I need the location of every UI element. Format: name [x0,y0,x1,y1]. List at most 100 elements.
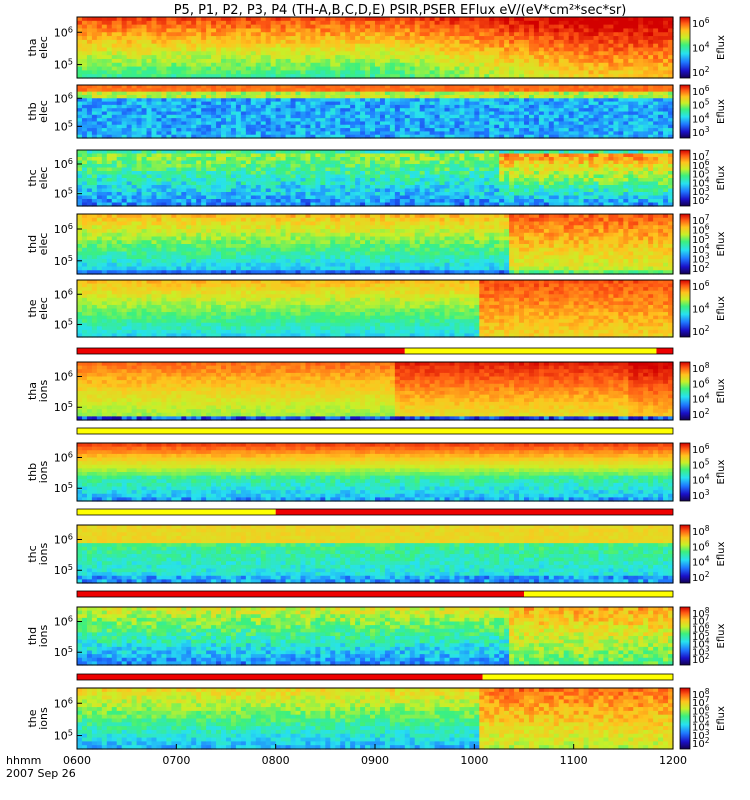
heatmap-cell [280,51,287,56]
heatmap-cell [206,62,212,68]
heatmap-cell [211,178,217,183]
heatmap-cell [494,43,500,49]
heatmap-cell [533,108,540,113]
heatmap-cell [240,47,247,52]
heatmap-cell [230,62,237,68]
heatmap-cell [563,108,570,113]
heatmap-cell [305,62,312,68]
heatmap-cell [255,185,262,190]
heatmap-cell [469,47,475,52]
heatmap-cell [628,51,634,56]
heatmap-cell [270,20,277,26]
heatmap-cell [146,85,153,89]
heatmap-cell [260,202,267,207]
heatmap-cell [608,32,614,37]
heatmap-cell [131,167,138,172]
heatmap-cell [643,85,649,89]
heatmap-cell [86,121,93,126]
heatmap-cell [235,43,242,49]
heatmap-cell [404,74,411,79]
heatmap-cell [91,195,98,200]
heatmap-cell [633,111,639,116]
heatmap-cell [419,167,426,172]
heatmap-cell [528,91,535,96]
heatmap-cell [270,174,277,179]
heatmap-cell [583,118,590,123]
heatmap-cell [146,24,153,30]
heatmap-cell [414,121,421,126]
heatmap-cell [196,58,202,64]
heatmap-cell [583,88,590,93]
heatmap-cell [201,134,207,139]
heatmap-cell [553,98,560,103]
heatmap-cell [399,94,406,99]
heatmap-cell [365,157,371,162]
heatmap-cell [568,32,575,37]
heatmap-cell [573,32,580,37]
heatmap-cell [558,28,565,33]
heatmap-cell [509,85,515,89]
heatmap-cell [131,66,138,71]
heatmap-cell [151,128,158,132]
heatmap-cell [211,124,217,129]
heatmap-cell [533,36,540,41]
heatmap-cell [181,181,187,186]
heatmap-cell [166,134,172,139]
heatmap-cell [360,188,366,193]
heatmap-cell [568,121,575,126]
heatmap-cell [499,58,505,64]
heatmap-cell [389,36,396,41]
heatmap-cell [171,62,177,68]
heatmap-cell [375,202,381,207]
heatmap-cell [345,66,351,71]
heatmap-cell [270,51,277,56]
heatmap-cell [474,66,480,71]
heatmap-cell [136,85,143,89]
heatmap-cell [77,202,83,207]
heatmap-cell [290,17,297,22]
heatmap-cell [196,101,202,106]
heatmap-cell [196,153,202,158]
heatmap-cell [141,70,148,75]
colorbar-tick-label: 106 [692,84,710,98]
heatmap-cell [320,39,326,45]
heatmap-cell [300,188,307,193]
heatmap-cell [623,20,629,26]
heatmap-cell [399,85,406,89]
heatmap-cell [340,124,346,129]
heatmap-cell [384,62,391,68]
heatmap-cell [221,192,227,197]
heatmap-cell [295,28,302,33]
heatmap-cell [260,101,267,106]
heatmap-cell [404,104,411,109]
heatmap-cell [543,17,550,22]
heatmap-cell [320,118,326,123]
heatmap-cell [533,128,540,132]
heatmap-cell [409,91,416,96]
heatmap-cell [469,74,475,79]
heatmap-cell [216,174,222,179]
heatmap-cell [216,66,222,71]
heatmap-cell [285,70,292,75]
heatmap-cell [499,104,505,109]
heatmap-cell [648,104,654,109]
heatmap-cell [668,85,674,89]
heatmap-cell [101,28,108,33]
heatmap-cell [126,88,133,93]
heatmap-cell [186,62,192,68]
heatmap-cell [464,51,470,56]
heatmap-cell [315,24,321,30]
heatmap-cell [658,128,664,132]
heatmap-cell [96,66,103,71]
heatmap-cell [290,28,297,33]
heatmap-cell [81,24,88,30]
heatmap-cell [355,74,361,79]
heatmap-cell [176,94,182,99]
heatmap-cell [424,111,431,116]
heatmap-cell [355,39,361,45]
heatmap-cell [235,153,242,158]
heatmap-cell [568,70,575,75]
heatmap-cell [598,47,605,52]
heatmap-cell [315,118,321,123]
heatmap-cell [439,51,446,56]
